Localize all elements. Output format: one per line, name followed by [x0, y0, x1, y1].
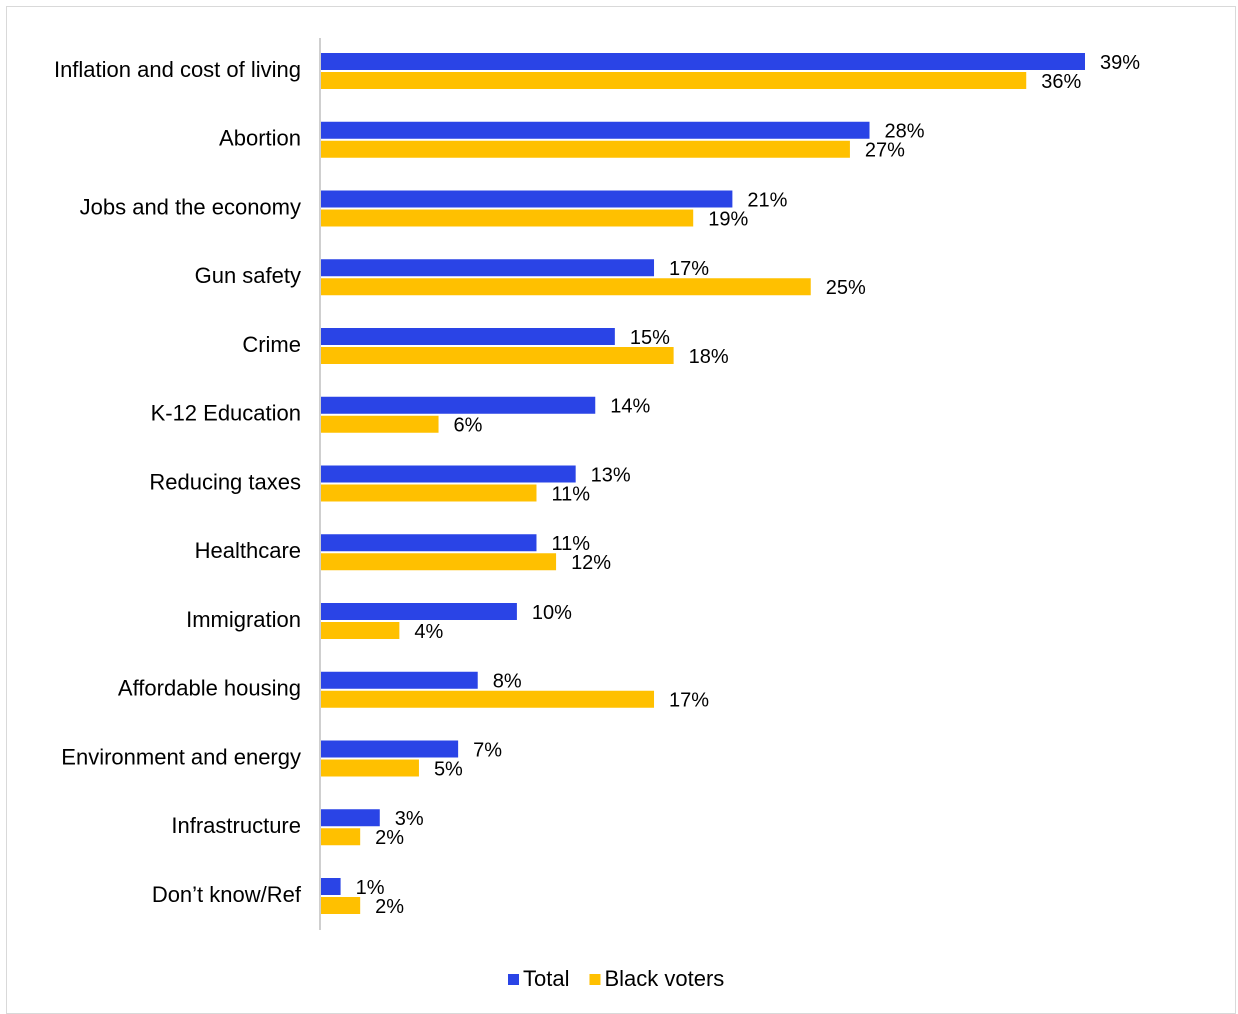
bar-black-voters [321, 484, 537, 502]
legend: Total Black voters [508, 966, 724, 991]
category-label: Immigration [186, 607, 301, 632]
data-label: 1% [356, 877, 385, 899]
bar-total [321, 671, 478, 689]
legend-label: Black voters [604, 966, 724, 991]
data-label: 21% [747, 189, 787, 211]
bar-total [321, 121, 870, 139]
data-label: 36% [1041, 71, 1081, 93]
bar-black-voters [321, 690, 655, 708]
bar-black-voters [321, 897, 361, 914]
category-label: Gun safety [195, 263, 301, 288]
data-label: 2% [375, 827, 404, 849]
data-label: 12% [571, 552, 611, 574]
bar-black-voters [321, 622, 400, 639]
category-label: Abortion [219, 126, 301, 151]
bar-black-voters [321, 759, 419, 777]
bar-total [321, 603, 517, 620]
bar-total [321, 396, 596, 414]
data-label: 8% [493, 671, 522, 693]
bar-black-voters [321, 209, 694, 227]
data-label: 10% [532, 602, 572, 624]
bar-black-voters [321, 553, 557, 571]
bar-total [321, 740, 459, 758]
data-label: 17% [669, 258, 709, 280]
data-label: 15% [630, 327, 670, 349]
bar-total [321, 53, 1085, 70]
category-label: K-12 Education [151, 401, 301, 426]
data-label: 2% [375, 896, 404, 918]
bar-total [321, 328, 615, 345]
bar-total [321, 809, 380, 827]
data-label: 19% [708, 208, 748, 230]
category-label: Reducing taxes [149, 469, 301, 494]
legend-label: Total [523, 966, 569, 991]
category-label: Jobs and the economy [80, 194, 301, 219]
category-label: Crime [242, 332, 301, 357]
data-label: 11% [551, 533, 590, 555]
category-label: Inflation and cost of living [54, 57, 301, 82]
data-label: 14% [610, 396, 650, 418]
category-label: Affordable housing [118, 676, 301, 701]
data-label: 6% [454, 415, 483, 437]
legend-swatch [508, 974, 519, 985]
bar-total [321, 465, 576, 483]
data-label: 11% [551, 483, 590, 505]
category-label: Don’t know/Ref [152, 882, 302, 907]
data-label: 28% [885, 121, 925, 143]
data-label: 5% [434, 758, 463, 780]
bar-black-voters [321, 828, 361, 846]
legend-swatch [589, 974, 601, 985]
data-label: 25% [826, 277, 866, 299]
bar-total [321, 190, 733, 208]
bar-black-voters [321, 140, 850, 158]
data-label: 18% [689, 346, 729, 368]
bar-black-voters [321, 415, 439, 433]
bar-black-voters [321, 347, 674, 364]
data-label: 13% [591, 464, 631, 486]
data-label: 3% [395, 808, 424, 830]
data-label: 7% [473, 739, 502, 761]
bar-total [321, 259, 655, 277]
category-label: Environment and energy [61, 744, 301, 769]
data-label: 27% [865, 140, 905, 162]
bar-black-voters [321, 72, 1027, 89]
category-label: Healthcare [195, 538, 301, 563]
data-label: 39% [1100, 52, 1140, 74]
data-label: 4% [414, 621, 443, 643]
bars-layer: Inflation and cost of living 39% 36% Aborti… [54, 52, 1140, 918]
data-label: 17% [669, 690, 709, 712]
category-label: Infrastructure [171, 813, 301, 838]
bar-black-voters [321, 278, 811, 296]
bar-total [321, 534, 537, 552]
bar-total [321, 878, 341, 895]
